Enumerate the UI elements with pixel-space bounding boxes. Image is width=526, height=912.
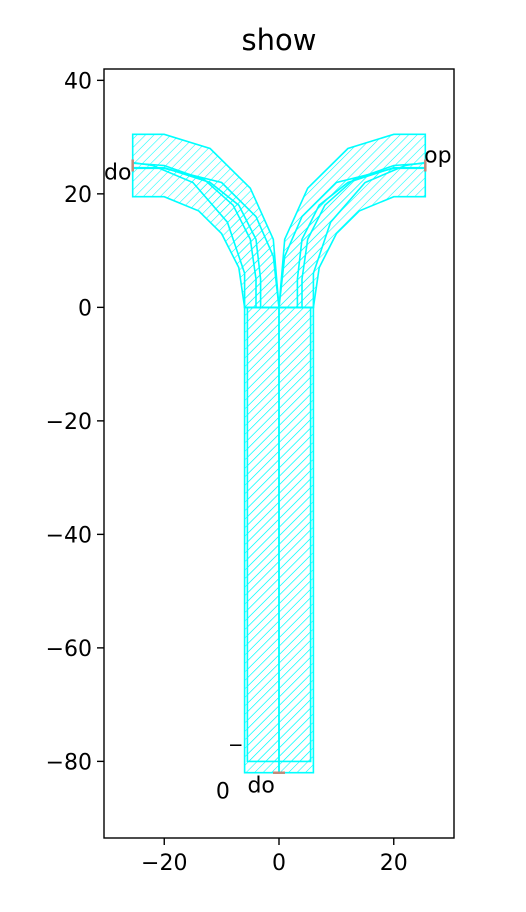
y-tick-label: −20 (46, 410, 92, 435)
plot-area (131, 133, 427, 774)
port-annotation-3: 0 (216, 779, 230, 804)
y-axis: 40 20 0 −20 −40 −60 −80 (46, 69, 104, 775)
x-tick-label: 20 (380, 851, 408, 876)
shapes-layer (131, 133, 427, 774)
x-axis: −20 0 20 (141, 838, 408, 876)
y-tick-label: −60 (46, 637, 92, 662)
port-annotation-1: do (104, 161, 131, 186)
port-annotation-2: op (424, 144, 451, 169)
y-tick-label: 0 (78, 296, 92, 321)
chart-title: show (242, 23, 317, 57)
y-tick-label: 20 (64, 183, 92, 208)
y-tick-label: −80 (46, 750, 92, 775)
y-tick-label: −40 (46, 523, 92, 548)
ports-layer (131, 159, 427, 774)
polygon-core-left (131, 162, 262, 309)
port-annotation-4: do (247, 774, 274, 799)
y-tick-label: 40 (64, 69, 92, 94)
polygon-stem-inner-cladding (246, 306, 312, 763)
port-annotation-5: ‾ (229, 742, 242, 767)
x-tick-label: −20 (141, 851, 187, 876)
polygon-core-right (296, 162, 427, 309)
x-tick-label: 0 (272, 851, 286, 876)
